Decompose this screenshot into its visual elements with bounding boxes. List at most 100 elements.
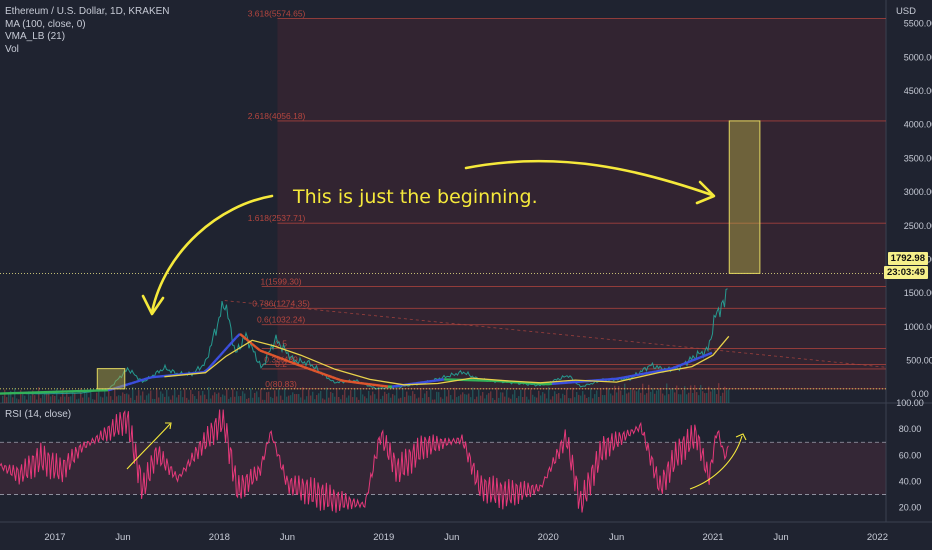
volume-bar xyxy=(636,391,638,403)
volume-bar xyxy=(146,395,148,403)
vma-segment xyxy=(127,381,133,386)
volume-bar xyxy=(590,388,592,403)
volume-bar xyxy=(114,388,116,403)
legend-ma[interactable]: MA (100, close, 0) xyxy=(5,18,86,30)
volume-bar xyxy=(60,396,62,403)
volume-bar xyxy=(700,385,702,403)
vma-segment xyxy=(419,380,425,384)
vma-segment xyxy=(311,368,317,373)
volume-bar xyxy=(240,396,242,403)
volume-bar xyxy=(442,398,444,403)
volume-bar xyxy=(112,399,114,403)
volume-bar xyxy=(440,397,442,403)
volume-bar xyxy=(174,389,176,403)
volume-bar xyxy=(656,390,658,403)
fib-label: 2.618(4056.18) xyxy=(248,111,306,121)
volume-bar xyxy=(232,388,234,403)
volume-bar xyxy=(248,398,250,403)
legend-vol[interactable]: Vol xyxy=(5,43,19,55)
volume-bar xyxy=(38,387,40,403)
volume-bar xyxy=(554,391,556,403)
volume-bar xyxy=(164,396,166,403)
vma-segment xyxy=(231,336,237,343)
volume-bar xyxy=(706,392,708,403)
vma-segment xyxy=(263,350,269,355)
volume-bar xyxy=(488,393,490,403)
volume-bar xyxy=(202,390,204,403)
volume-bar xyxy=(526,396,528,403)
volume-bar xyxy=(370,395,372,403)
vma-segment xyxy=(299,364,305,369)
time-tick-label: Jun xyxy=(773,532,788,543)
vma-segment xyxy=(371,383,377,387)
volume-bar xyxy=(448,389,450,403)
vma-segment xyxy=(415,381,421,385)
volume-bar xyxy=(610,393,612,403)
volume-bar xyxy=(194,395,196,403)
legend-vma[interactable]: VMA_LB (21) xyxy=(5,31,66,42)
volume-bar xyxy=(512,394,514,403)
source-box xyxy=(96,368,126,390)
volume-bar xyxy=(130,397,132,403)
volume-bar xyxy=(158,397,160,403)
volume-bar xyxy=(566,389,568,403)
vma-segment xyxy=(659,368,665,372)
volume-bar xyxy=(396,388,398,403)
volume-bar xyxy=(702,391,704,403)
volume-bar xyxy=(90,388,92,403)
volume-bar xyxy=(390,397,392,403)
volume-bar xyxy=(98,391,100,403)
vma-segment xyxy=(383,384,389,388)
vma-segment xyxy=(663,368,669,372)
volume-bar xyxy=(50,396,52,403)
volume-bar xyxy=(470,397,472,403)
volume-bar xyxy=(134,399,136,403)
vma-segment xyxy=(219,350,225,357)
volume-bar xyxy=(716,394,718,403)
volume-bar xyxy=(476,396,478,403)
volume-bar xyxy=(478,389,480,403)
volume-bar xyxy=(342,394,344,403)
price-tick-label: 0.00 xyxy=(911,389,929,399)
vma-segment xyxy=(695,356,701,361)
volume-bar xyxy=(462,392,464,403)
volume-bar xyxy=(66,390,68,403)
time-tick-label: 2017 xyxy=(44,532,65,543)
volume-bar xyxy=(16,398,18,403)
volume-bar xyxy=(320,390,322,403)
volume-bar xyxy=(82,397,84,403)
volume-bar xyxy=(178,394,180,403)
volume-bar xyxy=(408,395,410,403)
volume-bar xyxy=(434,399,436,403)
volume-bar xyxy=(192,394,194,403)
vma-segment xyxy=(259,349,265,354)
volume-bar xyxy=(538,390,540,403)
volume-bar xyxy=(310,395,312,403)
volume-bar xyxy=(312,391,314,403)
volume-bar xyxy=(226,388,228,403)
volume-bar xyxy=(356,397,358,403)
volume-bar xyxy=(152,398,154,403)
currency-label[interactable]: USD xyxy=(895,6,916,17)
volume-bar xyxy=(450,395,452,403)
volume-bar xyxy=(432,399,434,403)
volume-bar xyxy=(150,390,152,403)
vma-segment xyxy=(411,382,417,386)
vma-segment xyxy=(439,378,445,382)
volume-bar xyxy=(374,394,376,403)
rsi-legend[interactable]: RSI (14, close) xyxy=(5,409,72,420)
volume-bar xyxy=(444,390,446,403)
vma-segment xyxy=(379,384,385,388)
vma-segment xyxy=(631,373,637,378)
volume-bar xyxy=(80,388,82,403)
volume-bar xyxy=(576,391,578,403)
volume-bar xyxy=(380,399,382,403)
annotation-arrow-right xyxy=(464,159,714,197)
volume-bar xyxy=(406,391,408,403)
volume-bar xyxy=(574,397,576,403)
volume-bar xyxy=(322,398,324,403)
volume-bar xyxy=(100,396,102,403)
vma-segment xyxy=(291,361,297,366)
volume-bar xyxy=(704,393,706,403)
